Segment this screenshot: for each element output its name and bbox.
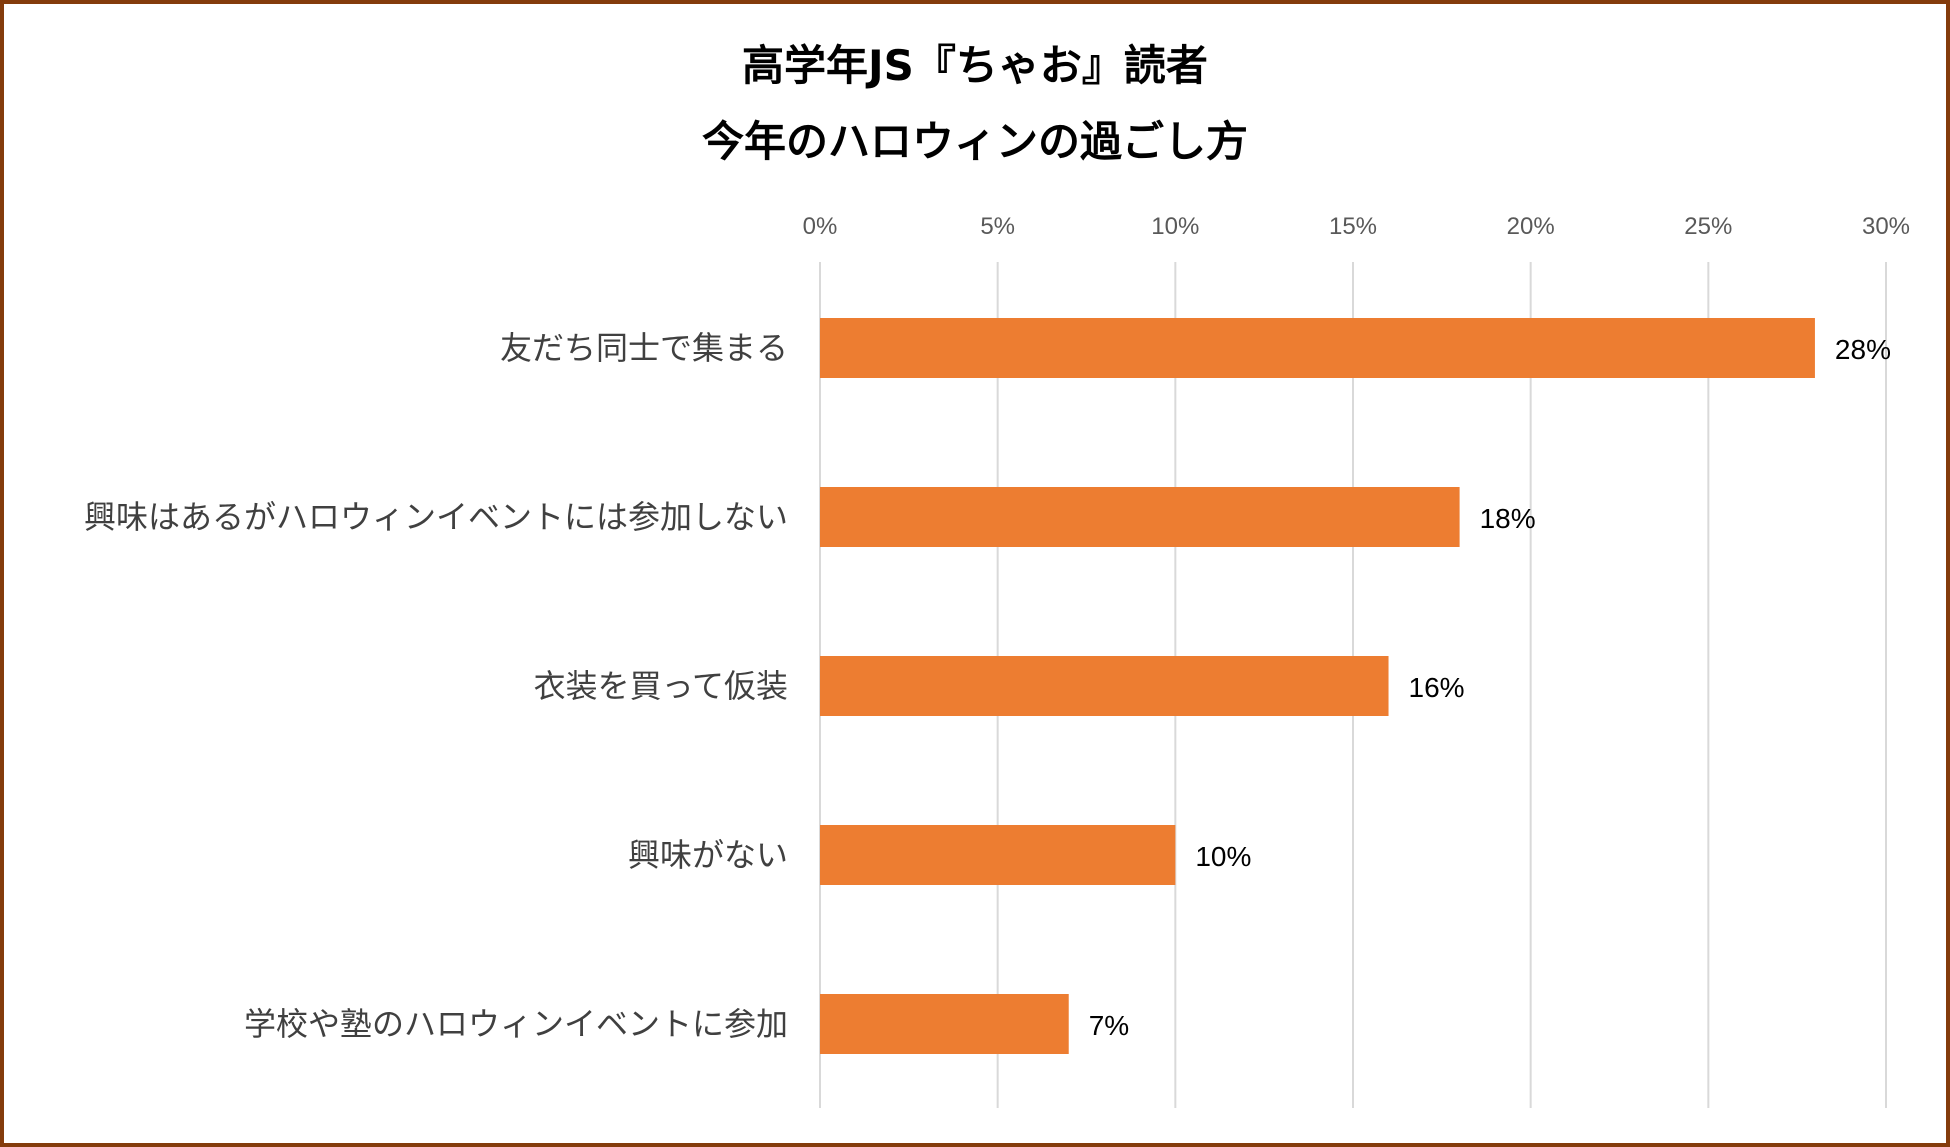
category-labels: 友だち同士で集まる興味はあるがハロウィンイベントには参加しない衣装を買って仮装興… [84,329,788,1043]
chart-title-line-1: 高学年JS『ちゃお』読者 [742,41,1208,90]
x-tick-label: 20% [1507,213,1555,240]
category-label: 興味がない [628,836,788,874]
chart-title-line-2: 今年のハロウィンの過ごし方 [701,117,1248,166]
bars [820,318,1815,1054]
bar [820,825,1176,885]
x-tick-label: 0% [803,213,838,240]
x-tick-label: 15% [1329,213,1377,240]
bar [820,656,1389,716]
data-label: 7% [1089,1010,1129,1041]
data-label: 10% [1195,841,1251,872]
category-label: 学校や塾のハロウィンイベントに参加 [244,1005,788,1043]
data-label: 18% [1480,503,1536,534]
chart-title: 高学年JS『ちゃお』読者 今年のハロウィンの過ごし方 [0,28,1950,180]
category-label: 友だち同士で集まる [500,329,788,367]
x-axis-ticks: 0% 5% 10% 15% 20% 25% 30% [803,213,1910,240]
bar [820,487,1460,547]
data-label: 16% [1409,672,1465,703]
x-tick-label: 30% [1862,213,1910,240]
category-label: 衣装を買って仮装 [534,667,788,705]
value-labels: 28% 18% 16% 10% 7% [1089,334,1891,1041]
x-tick-label: 5% [980,213,1015,240]
bar [820,318,1815,378]
data-label: 28% [1835,334,1891,365]
x-tick-label: 10% [1151,213,1199,240]
category-label: 興味はあるがハロウィンイベントには参加しない [84,498,788,536]
bar [820,994,1069,1054]
x-tick-label: 25% [1684,213,1732,240]
